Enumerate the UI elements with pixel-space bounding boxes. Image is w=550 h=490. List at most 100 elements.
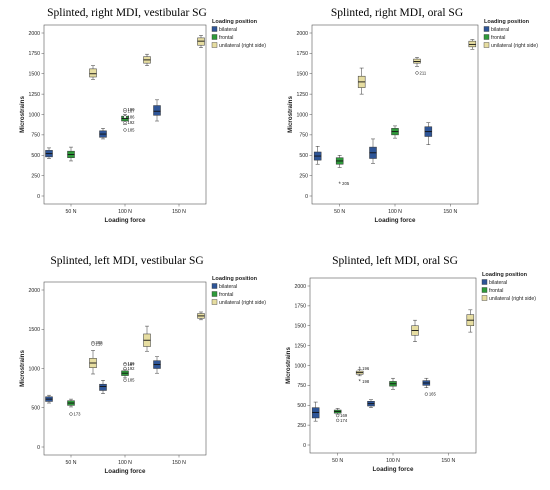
legend: Loading position bilateral frontal unilater… (481, 272, 536, 302)
outlier-star-marker: * (358, 380, 361, 386)
y-tick-label: 750 (31, 133, 40, 139)
y-tick-label: 1500 (28, 327, 40, 333)
y-tick-label: 1000 (28, 366, 40, 372)
outlier-label: 187 (128, 362, 136, 367)
box-body (153, 105, 161, 116)
y-tick-label: 250 (299, 173, 308, 179)
outlier-label: 186 (128, 361, 136, 366)
box-unilateral-50N (355, 369, 364, 377)
box-bilateral-150N (153, 356, 161, 374)
outlier-marker (123, 115, 127, 119)
plot-frame (311, 24, 479, 205)
box-unilateral-150N (197, 35, 205, 48)
legend-entry: frontal (491, 35, 505, 41)
y-tick-label: 1000 (294, 363, 306, 369)
legend-entry: frontal (489, 288, 503, 294)
box-bilateral-150N (422, 377, 431, 389)
x-tick-label: 50 N (66, 209, 77, 215)
box-unilateral-50N (89, 65, 97, 80)
legend-swatch (483, 42, 490, 48)
y-tick-label: 2000 (296, 31, 308, 37)
chart-title: Splinted, left MDI, oral SG (332, 255, 458, 267)
x-tick-label: 50 N (332, 458, 343, 464)
y-tick-label: 2000 (28, 288, 40, 294)
plot-frame (309, 277, 477, 454)
legend-swatch (211, 299, 218, 305)
chart-title: Splinted, right MDI, oral SG (331, 7, 463, 19)
y-tick-label: 1500 (28, 72, 40, 78)
legend-entry: bilateral (489, 280, 507, 286)
outlier-marker (123, 128, 127, 132)
outlier-label: 192 (128, 366, 136, 371)
legend-swatch (483, 26, 490, 32)
legend-title: Loading position (212, 276, 258, 282)
outlier-label: 198 (362, 379, 370, 384)
box-bilateral-100N (99, 128, 107, 140)
legend: Loading position bilateral frontal unilater… (483, 19, 538, 49)
x-tick-label: 150 N (172, 460, 186, 466)
legend-entry: bilateral (219, 27, 237, 33)
y-tick-label: 250 (31, 173, 40, 179)
outlier-label: 211 (420, 70, 427, 75)
box-unilateral-150N (197, 311, 205, 321)
y-tick-label: 1250 (296, 92, 308, 98)
outlier-marker (123, 362, 127, 367)
legend-entry: frontal (219, 35, 233, 41)
x-tick-label: 150 N (172, 209, 186, 215)
chart-panel-4: Splinted, left MDI, oral SG 0 250 500 750 100… (285, 255, 536, 473)
chart-title: Splinted, left MDI, vestibular SG (50, 255, 203, 267)
outlier-label: 210 (96, 342, 104, 347)
x-tick-label: 100 N (118, 460, 132, 466)
y-tick-label: 500 (297, 403, 306, 409)
legend-title: Loading position (484, 19, 530, 25)
legend-swatch (483, 34, 490, 40)
outlier-label: 165 (429, 392, 437, 397)
x-tick-label: 100 N (388, 209, 402, 215)
box-bilateral-100N (369, 138, 377, 164)
y-tick-label: 1250 (28, 92, 40, 98)
box-body (89, 68, 97, 78)
legend-title: Loading position (212, 19, 258, 25)
outlier-label: 186 (128, 114, 136, 119)
x-tick-label: 50 N (334, 209, 345, 215)
x-tick-label: 50 N (66, 460, 77, 466)
y-tick-label: 2000 (294, 284, 306, 290)
box-unilateral-100N (143, 53, 151, 66)
outlier-label: 169 (340, 413, 348, 418)
box-frontal-50N (335, 155, 344, 168)
y-tick-label: 750 (299, 133, 308, 139)
x-axis-label: Loading force (373, 466, 414, 473)
box-frontal-100N (391, 125, 399, 139)
y-tick-label: 0 (37, 445, 40, 451)
box-bilateral-150N (424, 122, 433, 145)
y-tick-label: 1500 (296, 72, 308, 78)
box-unilateral-50N (89, 350, 97, 375)
legend-swatch (211, 42, 218, 48)
legend-entry: unilateral (right side) (219, 300, 266, 306)
outlier-label: 173 (74, 411, 82, 416)
y-tick-label: 1750 (294, 304, 306, 310)
outlier-marker (123, 107, 127, 112)
outlier-marker (91, 342, 95, 346)
x-axis-label: Loading force (105, 217, 146, 224)
outlier-label: 185 (128, 378, 136, 383)
legend-swatch (211, 34, 218, 40)
box-bilateral-50N (45, 147, 53, 159)
box-bilateral-150N (153, 99, 161, 122)
outlier-star-marker: * (358, 367, 361, 373)
outlier-label: 196 (362, 366, 370, 371)
outlier-marker (123, 366, 127, 371)
y-tick-label: 500 (31, 153, 40, 159)
box-frontal-50N (67, 398, 75, 408)
y-tick-label: 0 (303, 443, 306, 449)
outlier-label: 174 (340, 418, 348, 423)
box-body (99, 383, 107, 391)
y-axis-label: Microstrains (19, 96, 26, 133)
box-bilateral-50N (311, 401, 320, 422)
y-tick-label: 0 (305, 194, 308, 200)
outlier-marker (336, 418, 340, 423)
y-axis-label: Microstrains (287, 96, 294, 133)
box-bilateral-100N (99, 380, 107, 394)
chart-title: Splinted, right MDI, vestibular SG (47, 7, 207, 19)
